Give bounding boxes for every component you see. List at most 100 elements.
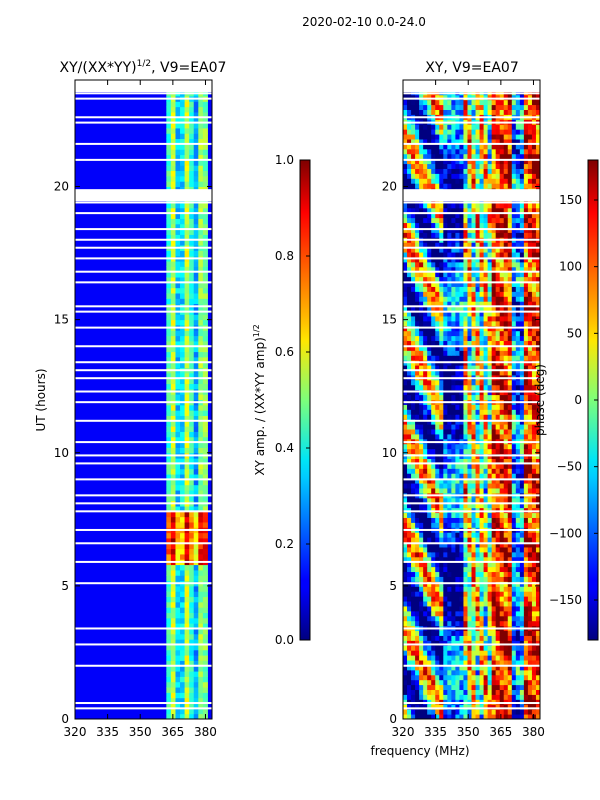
panel2-cell: [447, 370, 452, 376]
panel1-cell: [202, 697, 208, 704]
panel2-cell: [439, 517, 444, 523]
panel2-cell: [447, 212, 452, 219]
panel2-cell: [447, 463, 452, 469]
panel2-cell: [515, 537, 521, 543]
panel2-cell: [415, 178, 420, 184]
panel2-cell: [475, 714, 481, 719]
panel1-cell: [189, 463, 195, 470]
panel2-cell: [423, 168, 428, 174]
panel2-cell: [467, 276, 472, 283]
panel2-cell: [459, 252, 464, 258]
panel1-cell: [175, 356, 181, 363]
panel2-cell: [471, 635, 477, 641]
panel2-cell: [531, 468, 537, 474]
panel2-cell: [475, 546, 481, 553]
panel2-cell: [435, 537, 440, 543]
panel2-cell: [531, 694, 537, 700]
panel2-cell: [447, 561, 452, 568]
panel1-cell: [202, 511, 208, 518]
panel2-cell: [523, 483, 529, 489]
panel2-cell: [479, 664, 485, 671]
panel2-cell: [439, 428, 444, 435]
panel2-cell: [427, 345, 432, 351]
panel2-cell: [451, 605, 456, 612]
panel2-cell: [447, 605, 452, 612]
panel2-cell: [491, 394, 497, 400]
panel2-cell: [507, 660, 513, 666]
panel2-cell: [463, 217, 468, 224]
panel1-cell: [184, 175, 190, 182]
panel2-cell: [495, 379, 501, 386]
panel2-cell: [499, 478, 505, 484]
panel2-cell: [531, 660, 537, 666]
panel2-cell: [447, 232, 452, 238]
panel1-cell: [202, 218, 208, 225]
panel2-cell: [467, 227, 472, 233]
panel1-cell: [189, 484, 195, 491]
panel2-cell: [403, 345, 408, 351]
panel2-cell: [511, 669, 517, 676]
panel2-cell: [491, 517, 497, 523]
panel2-cell: [459, 350, 464, 356]
panel1-cell: [193, 601, 199, 608]
panel2-cell: [419, 173, 424, 179]
panel2-cell: [519, 640, 525, 646]
panel1-cell: [184, 479, 190, 486]
panel2-cell: [531, 502, 537, 509]
panel2-cell: [415, 463, 420, 469]
panel2-cell: [519, 669, 525, 676]
panel2-cell: [431, 414, 436, 420]
panel2-cell: [487, 424, 493, 430]
panel1-cell: [193, 101, 199, 108]
panel1-flag-row: [75, 228, 212, 231]
panel2-cell: [419, 615, 424, 622]
panel2-cell: [415, 433, 420, 440]
panel2-cell: [503, 620, 509, 627]
panel2-cell: [515, 286, 521, 292]
panel2-cell: [487, 463, 493, 469]
panel2-cell: [475, 256, 481, 263]
panel1-cell: [175, 383, 181, 390]
panel1-flag-row: [75, 454, 212, 457]
panel2-cell: [411, 645, 416, 651]
panel2-cell: [435, 433, 440, 440]
panel1-cell: [189, 143, 195, 150]
panel2-cell: [403, 163, 408, 169]
panel1-cell: [180, 159, 186, 166]
panel2-cell: [431, 571, 436, 577]
panel2-cell: [439, 679, 444, 686]
panel1-cell: [166, 532, 172, 539]
panel1-cell: [193, 351, 199, 358]
panel2-cell: [411, 468, 416, 474]
panel2-cell: [427, 537, 432, 543]
panel2-cell: [463, 704, 468, 710]
panel2-cell: [487, 674, 493, 681]
panel2-cell: [447, 512, 452, 518]
panel2-cell: [507, 286, 513, 292]
panel2-cell: [511, 202, 517, 209]
panel2-cell: [419, 532, 424, 538]
panel2-cell: [435, 414, 440, 420]
panel2-cell: [423, 414, 428, 420]
panel2-cell: [523, 689, 529, 695]
panel2-cell: [531, 601, 537, 607]
panel2-cell: [431, 601, 436, 607]
panel2-cell: [459, 394, 464, 400]
panel2-cell: [511, 556, 517, 563]
panel2-cell: [435, 684, 440, 691]
panel2-cell: [527, 252, 533, 258]
panel2-cell: [431, 709, 436, 715]
panel2-cell: [403, 330, 408, 337]
panel2-cell: [443, 497, 448, 504]
panel2-cell: [447, 443, 452, 450]
panel2-cell: [507, 615, 513, 622]
panel1-cell: [193, 149, 199, 156]
panel2-cell: [519, 271, 525, 278]
panel2-cell: [507, 522, 513, 528]
panel2-cell: [443, 561, 448, 568]
panel2-cell: [415, 370, 420, 376]
panel1-cell: [166, 101, 172, 108]
panel2-cell: [483, 256, 489, 263]
panel2-cell: [475, 561, 481, 568]
panel2-cell: [471, 463, 477, 469]
